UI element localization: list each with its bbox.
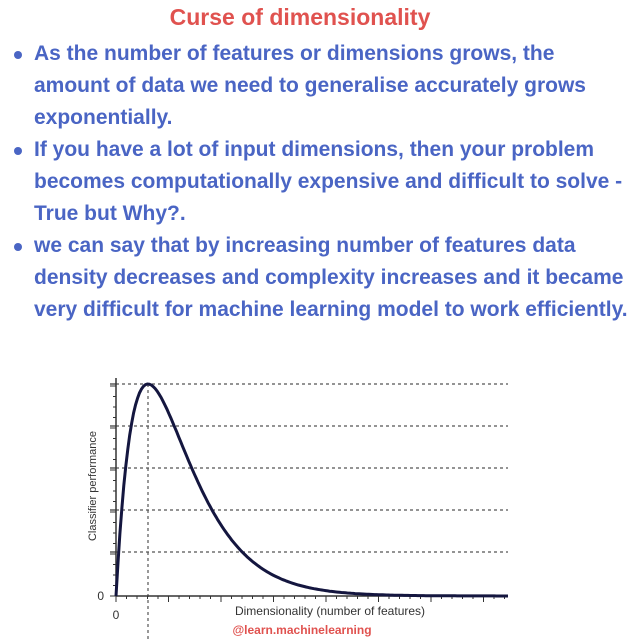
credit-label: @learn.machinelearning xyxy=(232,623,371,637)
y-axis-label: Classifier performance xyxy=(87,431,99,541)
bullet-text: If you have a lot of input dimensions, t… xyxy=(34,138,623,225)
bullet-list: As the number of features or dimensions … xyxy=(10,38,636,326)
bullet-dot-icon xyxy=(14,243,22,251)
y-axis-origin-label: 0 xyxy=(97,589,104,603)
bullet-item: As the number of features or dimensions … xyxy=(10,38,636,134)
chart-grid xyxy=(116,383,508,640)
bullet-text: As the number of features or dimensions … xyxy=(34,42,586,129)
x-axis-origin-label: 0 xyxy=(113,608,120,622)
bullet-dot-icon xyxy=(14,147,22,155)
chart-axes xyxy=(110,378,508,602)
bullet-item: If you have a lot of input dimensions, t… xyxy=(10,134,636,230)
slide-title: Curse of dimensionality xyxy=(169,4,431,30)
performance-chart: Classifier performance 0 0 Dimensionalit… xyxy=(87,378,508,640)
bullet-item: we can say that by increasing number of … xyxy=(10,230,636,326)
bullet-dot-icon xyxy=(14,51,22,59)
performance-curve xyxy=(114,382,508,598)
x-axis-label: Dimensionality (number of features) xyxy=(235,604,425,618)
bullet-text: we can say that by increasing number of … xyxy=(34,234,628,321)
